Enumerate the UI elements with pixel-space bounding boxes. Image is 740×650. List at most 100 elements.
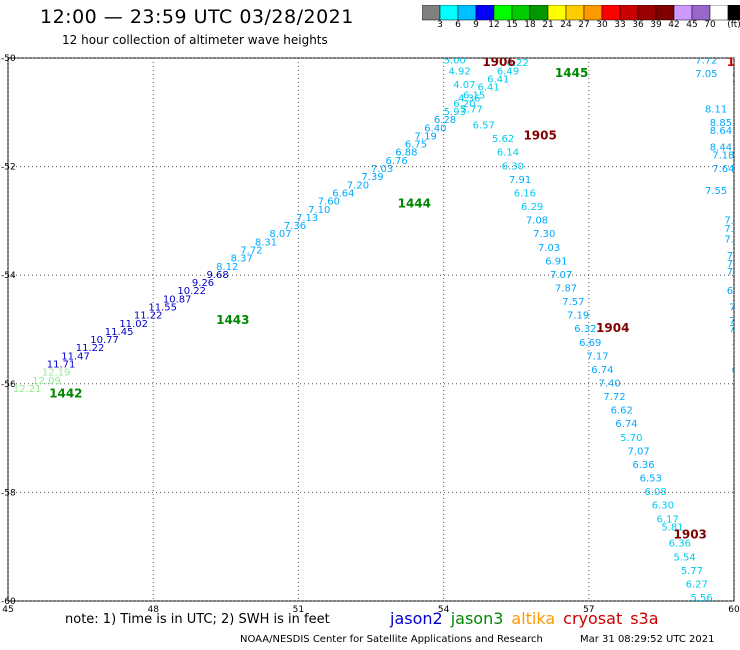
wave-height-value: 7.40 bbox=[598, 379, 620, 390]
wave-height-value: 6.22 bbox=[507, 58, 529, 69]
wave-height-value: 8.64 bbox=[710, 126, 732, 137]
wave-height-value: 7.08 bbox=[526, 216, 548, 227]
wave-height-value: 7.15 bbox=[724, 235, 740, 246]
wave-height-value: 6.74 bbox=[591, 365, 613, 376]
wave-height-value: 5.83 bbox=[531, 42, 553, 53]
wave-height-value: 11.55 bbox=[148, 302, 177, 313]
wave-height-value: 8.37 bbox=[231, 254, 253, 265]
wave-height-value: 5.56 bbox=[690, 593, 712, 604]
pass-number-label: 1442 bbox=[49, 386, 82, 400]
wave-height-value: 6.29 bbox=[521, 202, 543, 213]
wave-height-value: 6.69 bbox=[579, 338, 601, 349]
pass-number-label: 1 bbox=[734, 115, 740, 129]
wave-height-value: 7.1 bbox=[729, 324, 740, 335]
wave-height-value: 5.70 bbox=[620, 433, 642, 444]
wave-height-value: 10.87 bbox=[163, 294, 192, 305]
timestamp-text: Mar 31 08:29:52 UTC 2021 bbox=[580, 634, 715, 645]
wave-height-value: 5.77 bbox=[681, 566, 703, 577]
wave-height-value: 7.07 bbox=[550, 270, 572, 281]
wave-height-value: 6.28 bbox=[434, 115, 456, 126]
wave-height-value: 6.14 bbox=[497, 148, 519, 159]
color-scale-tick: 15 bbox=[506, 20, 518, 30]
wave-height-value: 7.36 bbox=[284, 221, 306, 232]
wave-height-value: 6.08 bbox=[644, 487, 666, 498]
wave-height-value: 11.02 bbox=[119, 319, 148, 330]
wave-height-value: 4.92 bbox=[448, 66, 470, 77]
wave-height-value: 7.13 bbox=[296, 213, 318, 224]
wave-height-value: 12.09 bbox=[32, 376, 61, 387]
wave-height-value: 6.30 bbox=[652, 501, 674, 512]
wave-height-value: 5.77 bbox=[461, 104, 483, 115]
pass-number-label: 1906 bbox=[482, 55, 515, 69]
legend-satellite-s3a: s3a bbox=[630, 609, 659, 628]
wave-height-value: 6.57 bbox=[473, 121, 495, 132]
color-scale-tick: 45 bbox=[686, 20, 698, 30]
wave-height-value: 7.10 bbox=[308, 205, 330, 216]
wave-height-value: 6.74 bbox=[615, 419, 637, 430]
color-scale-tick: 9 bbox=[473, 20, 479, 30]
wave-height-value: 11.22 bbox=[134, 311, 163, 322]
wave-height-value: 6.49 bbox=[497, 66, 519, 77]
wave-height-value: 6.32 bbox=[574, 324, 596, 335]
legend-satellite-jason2: jason2 bbox=[390, 609, 443, 628]
wave-height-value: 7.60 bbox=[318, 197, 340, 208]
wave-height-value: 5.81 bbox=[661, 522, 683, 533]
map-subtitle: 12 hour collection of altimeter wave hei… bbox=[62, 33, 328, 47]
wave-height-value: 8.11 bbox=[705, 104, 727, 115]
wave-height-value: 11.45 bbox=[105, 327, 134, 338]
wave-height-value: 6.88 bbox=[395, 148, 417, 159]
wave-height-value: 7.20 bbox=[347, 180, 369, 191]
wave-height-value: 7.87 bbox=[555, 283, 577, 294]
wave-height-value: 6.30 bbox=[502, 161, 524, 172]
y-tick-label: -54 bbox=[1, 271, 16, 281]
wave-height-value: 7.0 bbox=[732, 343, 740, 354]
color-scale-tick: 12 bbox=[488, 20, 500, 30]
color-scale-tick: 30 bbox=[596, 20, 608, 30]
color-scale-tick: 18 bbox=[524, 20, 536, 30]
x-tick-label: 45 bbox=[2, 605, 13, 615]
wave-height-value: 6.17 bbox=[657, 514, 679, 525]
color-scale-tick: 42 bbox=[668, 20, 680, 30]
wave-height-value: 7.45 bbox=[729, 316, 740, 327]
legend-satellite-cryosat: cryosat bbox=[563, 609, 623, 628]
pass-number-label: 1903 bbox=[674, 528, 707, 542]
wave-height-value: 4.36 bbox=[458, 93, 480, 104]
color-scale-tick: 27 bbox=[578, 20, 590, 30]
color-scale-tick: 21 bbox=[542, 20, 554, 30]
wave-height-value: 8.07 bbox=[269, 229, 291, 240]
wave-height-value: 6.40 bbox=[424, 123, 446, 134]
color-scale-unit: (ft) bbox=[727, 20, 740, 30]
y-tick-label: -58 bbox=[1, 488, 16, 498]
wave-height-value: 6.64 bbox=[332, 188, 354, 199]
wave-height-value: 7.72 bbox=[603, 392, 625, 403]
wave-height-value: 11.22 bbox=[76, 343, 105, 354]
wave-height-value: 4.96 bbox=[698, 607, 720, 618]
wave-height-value: 7.23 bbox=[727, 259, 740, 270]
legend-satellite-altika: altika bbox=[511, 609, 556, 628]
footer-note: note: 1) Time is in UTC; 2) SWH is in fe… bbox=[65, 612, 330, 627]
x-tick-label: 60 bbox=[728, 605, 740, 615]
wave-height-value: 6.36 bbox=[669, 539, 691, 550]
wave-height-value: 6.62 bbox=[611, 406, 633, 417]
wave-height-value: 7.03 bbox=[371, 164, 393, 175]
wave-height-value: 7.72 bbox=[695, 55, 717, 66]
pass-number-label: 1445 bbox=[555, 66, 588, 80]
wave-height-value: 7.86 bbox=[724, 224, 740, 235]
y-tick-label: -52 bbox=[1, 163, 16, 173]
wave-height-value: 10.22 bbox=[177, 286, 206, 297]
wave-height-value: 6.76 bbox=[386, 156, 408, 167]
wave-height-value: 7.05 bbox=[729, 302, 740, 313]
wave-height-value: 6.36 bbox=[632, 460, 654, 471]
wave-height-value: 6.41 bbox=[487, 74, 509, 85]
x-tick-label: 57 bbox=[583, 605, 594, 615]
wave-height-value: 5.11 bbox=[521, 50, 543, 61]
pass-number-label: 1443 bbox=[216, 313, 249, 327]
color-scale-tick: 36 bbox=[632, 20, 644, 30]
wave-height-value: 5.82 bbox=[703, 620, 725, 631]
wave-height-value: 7.18 bbox=[712, 150, 734, 161]
wave-height-value: 9.68 bbox=[206, 270, 228, 281]
y-tick-label: -56 bbox=[1, 380, 16, 390]
y-tick-label: -60 bbox=[1, 597, 16, 607]
wave-height-value: 8.44 bbox=[710, 142, 732, 153]
